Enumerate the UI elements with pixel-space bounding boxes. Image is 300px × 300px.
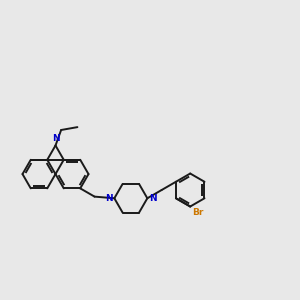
Text: N: N — [149, 194, 157, 203]
Text: N: N — [52, 134, 59, 143]
Text: N: N — [105, 194, 113, 203]
Text: Br: Br — [192, 208, 203, 217]
